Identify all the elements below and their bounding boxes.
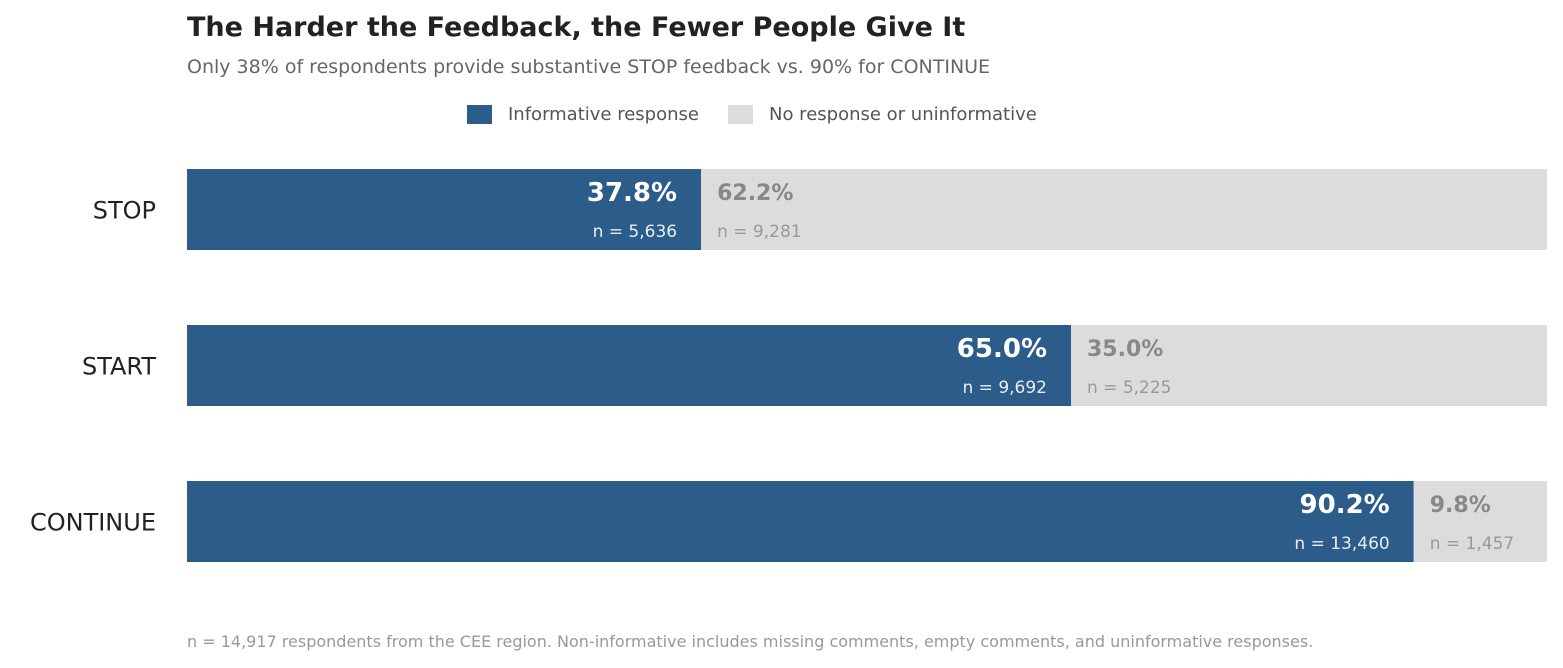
- n-label-informative-stop: n = 5,636: [593, 222, 678, 242]
- legend-label-informative: Informative response: [508, 104, 699, 125]
- n-label-uninformative-start: n = 5,225: [1087, 378, 1172, 398]
- value-label-informative-stop: 37.8%: [587, 178, 677, 208]
- n-label-informative-start: n = 9,692: [963, 378, 1048, 398]
- value-label-uninformative-start: 35.0%: [1087, 337, 1163, 362]
- value-label-informative-continue: 90.2%: [1300, 490, 1390, 520]
- bar-uninformative-stop: [701, 169, 1547, 250]
- bar-informative-start: [187, 325, 1071, 406]
- chart-subtitle: Only 38% of respondents provide substant…: [187, 56, 991, 78]
- legend-item-informative[interactable]: Informative response: [467, 104, 699, 125]
- n-label-uninformative-stop: n = 9,281: [717, 222, 802, 242]
- bar-informative-continue: [187, 481, 1414, 562]
- legend-swatch-informative: [467, 105, 492, 124]
- category-label-stop: STOP: [93, 197, 156, 225]
- n-label-uninformative-continue: n = 1,457: [1430, 534, 1515, 554]
- chart-title: The Harder the Feedback, the Fewer Peopl…: [187, 12, 966, 43]
- category-label-start: START: [82, 353, 156, 381]
- legend-swatch-uninformative: [727, 105, 753, 124]
- footnote: n = 14,917 respondents from the CEE regi…: [187, 632, 1314, 651]
- legend-item-uninformative[interactable]: No response or uninformative: [727, 104, 1037, 125]
- value-label-uninformative-stop: 62.2%: [717, 181, 793, 206]
- bar-uninformative-continue: [1413, 481, 1547, 562]
- value-label-informative-start: 65.0%: [957, 334, 1047, 364]
- category-label-continue: CONTINUE: [30, 509, 156, 537]
- legend-label-uninformative: No response or uninformative: [768, 104, 1037, 125]
- bar-uninformative-start: [1071, 325, 1547, 406]
- value-label-uninformative-continue: 9.8%: [1430, 493, 1491, 518]
- bar-informative-stop: [187, 169, 702, 250]
- legend: Informative response No response or unin…: [467, 104, 1066, 125]
- n-label-informative-continue: n = 13,460: [1294, 534, 1389, 554]
